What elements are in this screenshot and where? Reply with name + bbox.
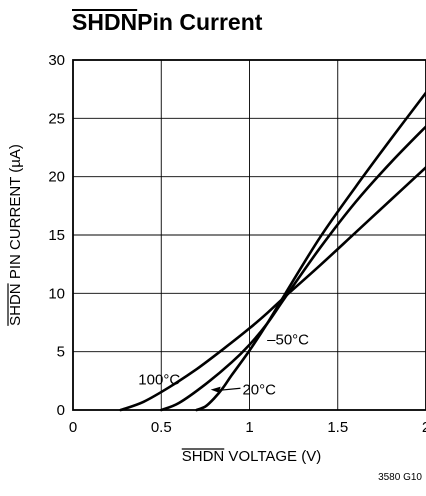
chart-title-overline-part: SHDN [72, 9, 137, 35]
x-tick-label-1: 0.5 [151, 419, 172, 436]
series-label-0: 100°C [138, 371, 180, 388]
y-tick-label-3: 15 [48, 227, 65, 244]
y-tick-label-2: 10 [48, 285, 65, 302]
series-label-1: 20°C [242, 381, 276, 398]
y-tick-label-5: 25 [48, 110, 65, 127]
chart-title: SHDN [72, 9, 137, 35]
y-axis-label: SHDN PIN CURRENT (µA) [7, 144, 24, 326]
series-line-2 [195, 91, 426, 412]
series-curves [119, 91, 426, 412]
y-tick-label-6: 30 [48, 52, 65, 69]
x-tick-label-3: 1.5 [327, 419, 348, 436]
grid-lines [72, 59, 426, 411]
figure-id: 3580 G10 [378, 472, 422, 483]
series-label-2: –50°C [267, 332, 309, 349]
x-axis-label: SHDN VOLTAGE (V) [182, 448, 321, 465]
y-tick-label-0: 0 [57, 402, 65, 419]
plot-frame [72, 59, 426, 411]
x-tick-label-2: 1 [245, 419, 253, 436]
series-line-0 [119, 166, 426, 412]
annotation-arrowhead [210, 386, 221, 393]
x-tick-labels: 0 0.5 1 1.5 2 [69, 419, 426, 436]
x-tick-label-4: 2 [422, 419, 426, 436]
x-tick-label-0: 0 [69, 419, 77, 436]
chart-title-rest: Pin Current [137, 9, 263, 35]
annotation-arrow [216, 387, 241, 392]
series-annotations: 100°C 20°C –50°C [138, 332, 309, 399]
y-tick-labels: 0 5 10 15 20 25 30 [48, 52, 65, 419]
y-tick-label-1: 5 [57, 344, 65, 361]
y-tick-label-4: 20 [48, 169, 65, 186]
